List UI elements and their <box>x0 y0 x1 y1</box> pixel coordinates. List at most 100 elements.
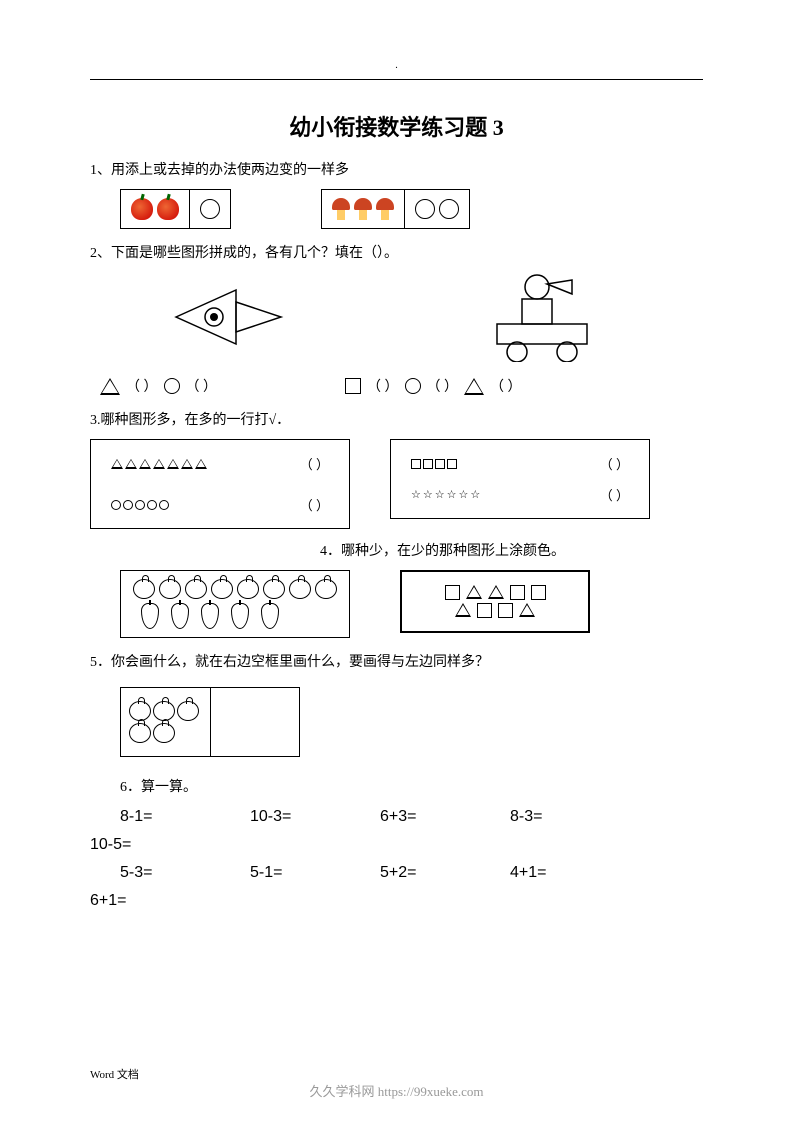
pear-icon <box>141 603 159 629</box>
circle-icon <box>147 500 157 510</box>
q3-blank: （ ） <box>600 485 629 504</box>
q3-blank: （ ） <box>600 454 629 473</box>
q1-row <box>90 189 703 229</box>
apple-icon <box>157 198 179 220</box>
q2-blank: （ ） <box>186 376 218 396</box>
q2-blanks-row: （ ） （ ） （ ） （ ） （ ） <box>90 376 703 396</box>
q6-text: 6．算一算。 <box>120 777 703 798</box>
header-mark: . <box>90 60 703 71</box>
footer-text: Word 文档 <box>90 1066 139 1082</box>
q3-box2: （ ） ☆☆☆☆☆☆ （ ） <box>390 439 650 519</box>
triangle-icon <box>139 459 151 469</box>
q5-left-cell <box>121 688 211 756</box>
tomato-icon <box>263 579 285 599</box>
tomato-icon <box>177 701 199 721</box>
q2-blank: （ ） <box>427 376 459 396</box>
circle-icon <box>111 500 121 510</box>
watermark: 久久学科网 https://99xueke.com <box>0 1081 793 1100</box>
q4-row <box>90 570 703 638</box>
q3-box1-row2: （ ） <box>111 495 329 514</box>
calc-expr: 8-1= <box>120 808 200 826</box>
q2-car-svg <box>477 272 627 362</box>
q2-left-blanks: （ ） （ ） <box>100 376 217 396</box>
pear-icon <box>261 603 279 629</box>
q2-blank: （ ） <box>490 376 522 396</box>
mushroom-icon <box>332 198 350 220</box>
calc-expr: 5+2= <box>380 864 460 882</box>
q2-text: 2、下面是哪些图形拼成的，各有几个？填在（）。 <box>90 243 703 264</box>
star-icon: ☆ <box>411 488 421 501</box>
page-title: 幼小衔接数学练习题 3 <box>90 110 703 142</box>
q5-right-cell <box>211 688 299 756</box>
tomato-icon <box>315 579 337 599</box>
q6-row1: 8-1= 10-3= 6+3= 8-3= <box>120 808 703 826</box>
q3-row: （ ） （ ） （ ） ☆☆☆☆☆☆ （ ） <box>90 439 703 529</box>
triangle-icon <box>153 459 165 469</box>
q3-blank: （ ） <box>300 454 329 473</box>
q3-box2-row1: （ ） <box>411 454 629 473</box>
q6-single2: 6+1= <box>90 892 703 910</box>
q1-circle-cell <box>190 190 230 228</box>
q2-figures <box>90 272 703 362</box>
q3-box1: （ ） （ ） <box>90 439 350 529</box>
tomato-icon <box>237 579 259 599</box>
header-rule <box>90 79 703 80</box>
star-icon: ☆ <box>459 488 469 501</box>
triangle-icon <box>125 459 137 469</box>
calc-expr: 5-1= <box>250 864 330 882</box>
tomato-icon <box>153 723 175 743</box>
q5-box <box>120 687 300 757</box>
square-icon <box>477 603 492 618</box>
calc-expr: 10-3= <box>250 808 330 826</box>
star-icon: ☆ <box>447 488 457 501</box>
triangle-icon <box>195 459 207 469</box>
circle-icon <box>415 199 435 219</box>
pear-icon <box>171 603 189 629</box>
triangle-icon <box>181 459 193 469</box>
mushroom-icon <box>354 198 372 220</box>
tomato-icon <box>153 701 175 721</box>
tomato-icon <box>159 579 181 599</box>
circle-icon <box>135 500 145 510</box>
star-icon: ☆ <box>423 488 433 501</box>
q6-row2: 5-3=5-1=5+2=4+1= <box>120 864 703 882</box>
tomato-icon <box>129 723 151 743</box>
q1-circles-cell <box>405 190 469 228</box>
tomato-icon <box>289 579 311 599</box>
q2-fish-svg <box>166 282 296 352</box>
q4-fruit-box <box>120 570 350 638</box>
triangle-icon <box>488 585 504 599</box>
triangle-icon <box>464 378 484 395</box>
tomato-icon <box>129 701 151 721</box>
q4-shape-box <box>400 570 590 633</box>
calc-expr: 4+1= <box>510 864 590 882</box>
circle-icon <box>159 500 169 510</box>
q6-single1: 10-5= <box>90 836 703 854</box>
q1-mushroom-cell <box>322 190 405 228</box>
q3-box1-row1: （ ） <box>111 454 329 473</box>
q1-text: 1、用添上或去掉的办法使两边变的一样多 <box>90 160 703 181</box>
triangle-icon <box>466 585 482 599</box>
calc-expr: 8-3= <box>510 808 590 826</box>
calc-expr: 6+3= <box>380 808 460 826</box>
square-icon <box>498 603 513 618</box>
circle-icon <box>164 378 180 394</box>
triangle-icon <box>167 459 179 469</box>
mushroom-icon <box>376 198 394 220</box>
tomato-icon <box>133 579 155 599</box>
triangle-icon <box>519 603 535 617</box>
q3-box2-row2: ☆☆☆☆☆☆ （ ） <box>411 485 629 504</box>
star-icon: ☆ <box>435 488 445 501</box>
pear-icon <box>201 603 219 629</box>
tomato-icon <box>185 579 207 599</box>
square-icon <box>510 585 525 600</box>
square-icon <box>411 459 421 469</box>
q3-text: 3.哪种图形多，在多的一行打√． <box>90 410 703 431</box>
q1-left-group <box>120 189 231 229</box>
q2-blank: （ ） <box>367 376 399 396</box>
square-icon <box>345 378 361 394</box>
circle-icon <box>123 500 133 510</box>
square-icon <box>423 459 433 469</box>
square-icon <box>435 459 445 469</box>
pear-icon <box>231 603 249 629</box>
